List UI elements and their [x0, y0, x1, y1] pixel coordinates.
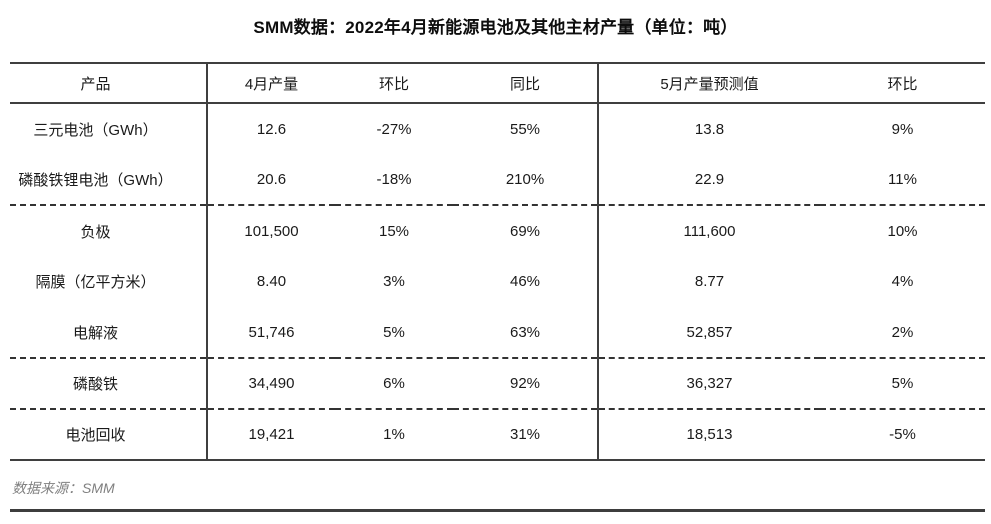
- value-cell: 5%: [820, 358, 985, 410]
- column-header-may-mom: 环比: [820, 62, 985, 104]
- value-cell: 22.9: [598, 154, 820, 206]
- value-cell: 3%: [383, 273, 405, 290]
- value-cell: 51,746: [207, 307, 335, 359]
- product-cell: 磷酸铁锂电池（GWh）: [10, 154, 208, 206]
- column-header-product: 产品: [10, 62, 208, 104]
- value-cell: 1%: [335, 409, 453, 461]
- table-row: 电解液 51,746 5% 63% 52,857 2%: [10, 307, 985, 359]
- value-cell: -18%: [335, 154, 453, 206]
- column-header-mom: 环比: [335, 62, 453, 104]
- value-cell: 31%: [453, 409, 599, 461]
- bottom-divider: [10, 509, 985, 512]
- value-cell: 9%: [891, 120, 914, 138]
- table-row: 三元电池（GWh） 12.6 -27% 55% 13.8 9%: [10, 103, 985, 154]
- table-header: 产品 4月产量 环比 同比 5月产量预测值 环比: [10, 62, 985, 104]
- value-cell: 20.6: [207, 154, 335, 206]
- table-body: 三元电池（GWh） 12.6 -27% 55% 13.8 9% 磷酸铁锂电池（GWh） 20.…: [10, 103, 985, 461]
- value-cell: 92%: [453, 358, 599, 410]
- value-cell: 101,500: [244, 222, 299, 240]
- value-cell: -27%: [376, 120, 412, 138]
- column-header-apr-output: 4月产量: [207, 62, 335, 104]
- product-cell: 三元电池（GWh）: [10, 103, 208, 154]
- value-cell: 15%: [378, 222, 410, 240]
- value-cell: -5%: [820, 409, 985, 461]
- value-cell: 34,490: [207, 358, 335, 410]
- product-cell: 隔膜（亿平方米）: [10, 256, 208, 307]
- table-row: 磷酸铁锂电池（GWh） 20.6 -18% 210% 22.9 11%: [10, 154, 985, 206]
- value-cell: 111,600: [683, 222, 736, 240]
- value-cell: 210%: [453, 154, 599, 206]
- table-row: 负极 101,500 15% 69% 111,600 10%: [10, 205, 985, 256]
- value-cell: 13.8: [694, 120, 725, 138]
- value-cell: 10%: [887, 222, 918, 240]
- value-cell: 36,327: [598, 358, 820, 410]
- value-cell: 2%: [820, 307, 985, 359]
- data-source-note: 数据来源：SMM: [12, 480, 115, 496]
- value-cell: 11%: [820, 154, 985, 206]
- value-cell: 8.40: [256, 273, 287, 290]
- product-cell: 电解液: [10, 307, 208, 359]
- production-table: 产品 4月产量 环比 同比 5月产量预测值 环比 三元电池（GWh） 12.6 -2…: [10, 62, 985, 461]
- value-cell: 12.6: [256, 120, 287, 138]
- table-row: 隔膜（亿平方米） 8.40 3% 46% 8.77 4%: [10, 256, 985, 307]
- product-cell: 负极: [10, 205, 208, 256]
- column-header-yoy: 同比: [453, 62, 599, 104]
- value-cell: 19,421: [207, 409, 335, 461]
- value-cell: 63%: [453, 307, 599, 359]
- value-cell: 6%: [335, 358, 453, 410]
- page-title: SMM数据：2022年4月新能源电池及其他主材产量（单位：吨）: [253, 18, 738, 37]
- value-cell: 5%: [335, 307, 453, 359]
- value-cell: 4%: [891, 273, 914, 290]
- table-row: 磷酸铁 34,490 6% 92% 36,327 5%: [10, 358, 985, 410]
- value-cell: 8.77: [694, 273, 725, 290]
- product-cell: 电池回收: [10, 409, 208, 461]
- product-cell: 磷酸铁: [10, 358, 208, 410]
- value-cell: 55%: [453, 103, 599, 154]
- value-cell: 69%: [453, 205, 599, 256]
- table-row: 电池回收 19,421 1% 31% 18,513 -5%: [10, 409, 985, 461]
- value-cell: 46%: [453, 256, 599, 307]
- column-header-may-forecast: 5月产量预测值: [598, 62, 820, 104]
- value-cell: 18,513: [598, 409, 820, 461]
- value-cell: 52,857: [598, 307, 820, 359]
- header-row: 产品 4月产量 环比 同比 5月产量预测值 环比: [10, 62, 985, 104]
